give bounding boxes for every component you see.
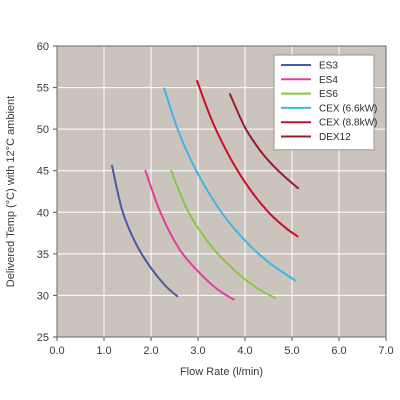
x-tick-label: 5.0 — [284, 345, 299, 357]
y-tick-label: 25 — [37, 332, 49, 344]
series-line-cex-6-6kw — [163, 87, 297, 282]
x-tick-label: 2.0 — [143, 345, 158, 357]
y-tick-label: 40 — [37, 207, 49, 219]
y-tick-label: 60 — [37, 41, 49, 53]
legend-label: ES3 — [319, 61, 338, 72]
y-axis-ticks: 25 30 35 40 45 50 55 60 — [37, 41, 57, 344]
x-tick-label: 6.0 — [331, 345, 346, 357]
series-line-es3 — [111, 164, 179, 298]
series-lines — [111, 79, 300, 301]
series-line-es6 — [170, 169, 277, 299]
y-axis-label: Delivered Temp (°C) with 12°C ambient — [5, 96, 17, 287]
legend-label: DEX12 — [319, 132, 351, 143]
y-tick-label: 30 — [37, 290, 49, 302]
legend-label: CEX (8.8kW) — [319, 118, 377, 129]
x-tick-label: 4.0 — [237, 345, 252, 357]
x-tick-label: 7.0 — [378, 345, 393, 357]
y-tick-label: 50 — [37, 124, 49, 136]
y-tick-label: 35 — [37, 249, 49, 261]
x-tick-label: 0.0 — [49, 345, 64, 357]
series-line-es4 — [144, 169, 235, 301]
legend-label: CEX (6.6kW) — [319, 103, 377, 114]
legend-box — [273, 54, 375, 151]
legend-label: ES4 — [319, 75, 338, 86]
series-line-dex12 — [229, 93, 300, 190]
series-line-cex-8-8kw — [196, 79, 299, 238]
y-tick-label: 55 — [37, 83, 49, 95]
x-axis-ticks: 0.0 1.0 2.0 3.0 4.0 5.0 6.0 7.0 — [49, 337, 394, 357]
legend: ES3 ES4 ES6 CEX (6.6kW) CEX (8.8kW) DEX12 — [273, 54, 377, 151]
y-tick-label: 45 — [37, 166, 49, 178]
x-axis-label: Flow Rate (l/min) — [180, 366, 263, 378]
x-tick-label: 3.0 — [190, 345, 205, 357]
legend-label: ES6 — [319, 89, 338, 100]
plot-border — [56, 45, 387, 338]
x-tick-label: 1.0 — [96, 345, 111, 357]
